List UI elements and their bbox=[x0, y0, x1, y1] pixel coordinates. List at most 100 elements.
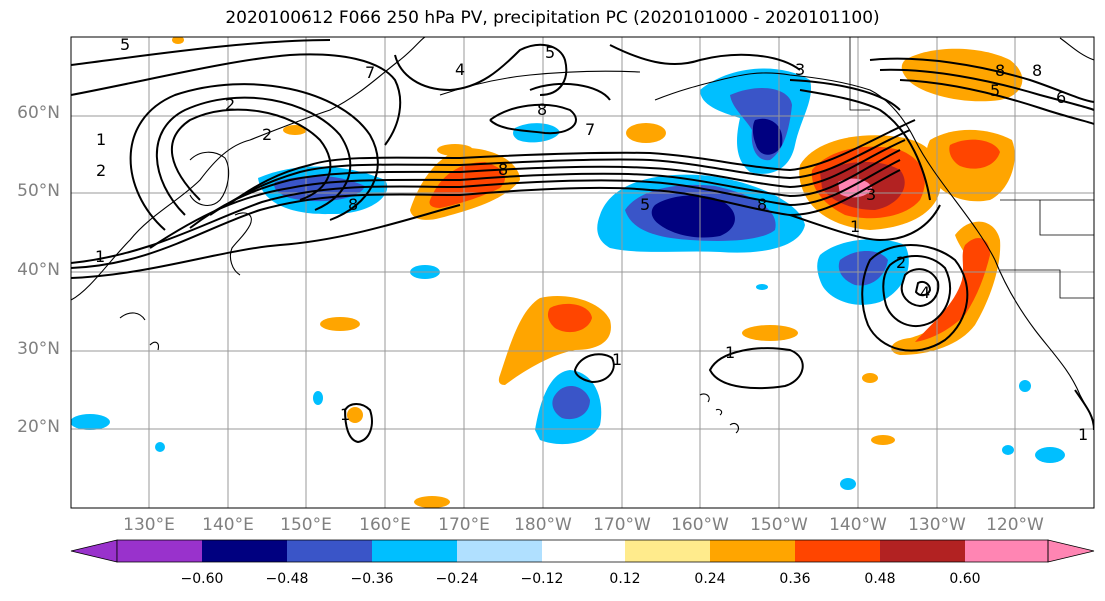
neg-patch bbox=[1019, 380, 1031, 392]
neg-patch bbox=[313, 391, 323, 405]
contour-label: 4 bbox=[455, 60, 465, 79]
colorbar-tick: 0.24 bbox=[694, 571, 726, 587]
pos-patch bbox=[320, 317, 360, 331]
contour-label: 1 bbox=[340, 405, 350, 424]
colorbar-tick: 0.48 bbox=[864, 571, 896, 587]
contour-label: 5 bbox=[120, 35, 130, 54]
lon-label: 160°E bbox=[359, 515, 411, 535]
neg-patch bbox=[172, 37, 184, 44]
lon-label: 150°E bbox=[280, 515, 332, 535]
colorbar-tick: 0.60 bbox=[949, 571, 981, 587]
pos-anomaly-bc-core bbox=[949, 139, 1000, 169]
contour-label: 3 bbox=[866, 185, 876, 204]
contour-label: 8 bbox=[757, 195, 767, 214]
contour-label: 1 bbox=[725, 343, 735, 362]
contour-label: 3 bbox=[795, 60, 805, 79]
contour-label: 4 bbox=[920, 283, 930, 302]
lat-label: 20°N bbox=[17, 417, 60, 437]
colorbar-bin bbox=[880, 540, 965, 562]
contour-labels: 5 5 4 7 2 2 1 2 8 8 8 7 3 8 5 8 1 3 8 5 … bbox=[95, 35, 1088, 444]
lon-label: 120°W bbox=[986, 515, 1044, 535]
contour-label: 5 bbox=[545, 43, 555, 62]
neg-patch bbox=[840, 478, 856, 490]
pos-patch bbox=[347, 407, 363, 423]
contour-label: 8 bbox=[995, 61, 1005, 80]
lat-label: 40°N bbox=[17, 260, 60, 280]
colorbar-extend-left bbox=[70, 539, 118, 563]
colorbar-bin bbox=[710, 540, 795, 562]
contour-label: 2 bbox=[225, 95, 235, 114]
pos-anomaly-170e-core bbox=[429, 162, 505, 208]
colorbar-bin bbox=[287, 540, 372, 562]
colorbar-bin bbox=[965, 540, 1048, 562]
figure-title: 2020100612 F066 250 hPa PV, precipitatio… bbox=[225, 8, 880, 28]
neg-patch bbox=[71, 414, 110, 430]
neg-patch bbox=[155, 442, 165, 452]
lon-label: 170°E bbox=[438, 515, 490, 535]
lat-label: 50°N bbox=[17, 181, 60, 201]
lon-label: 180°W bbox=[514, 515, 572, 535]
neg-anomaly-central-core bbox=[651, 195, 735, 238]
lon-label: 140°E bbox=[202, 515, 254, 535]
contour-label: 5 bbox=[990, 81, 1000, 100]
neg-anomaly-offca-core bbox=[838, 251, 888, 286]
lon-label: 150°W bbox=[750, 515, 808, 535]
colorbar-outline bbox=[116, 539, 1049, 563]
lon-label: 170°W bbox=[593, 515, 651, 535]
lat-label: 30°N bbox=[17, 339, 60, 359]
contour-label: 1 bbox=[96, 130, 106, 149]
lat-label: 60°N bbox=[17, 103, 60, 123]
contour-label: 2 bbox=[96, 161, 106, 180]
contour-label: 8 bbox=[348, 195, 358, 214]
colorbar-bin bbox=[542, 540, 625, 562]
colorbar-bin bbox=[625, 540, 710, 562]
map-frame bbox=[70, 36, 1095, 509]
colorbar-tick: 0.36 bbox=[779, 571, 811, 587]
contour-label: 1 bbox=[95, 247, 105, 266]
contour-label: 1 bbox=[850, 217, 860, 236]
colorbar-bin bbox=[457, 540, 542, 562]
neg-patch bbox=[756, 284, 768, 290]
contour-label: 8 bbox=[537, 100, 547, 119]
neg-anomaly-20n-core bbox=[552, 385, 590, 420]
pos-anomaly-ne bbox=[901, 48, 1023, 102]
colorbar-bin bbox=[372, 540, 457, 562]
pos-patch bbox=[871, 435, 895, 445]
lon-label: 130°E bbox=[123, 515, 175, 535]
pos-patch bbox=[414, 496, 450, 508]
contour-label: 5 bbox=[640, 195, 650, 214]
lon-label: 140°W bbox=[829, 515, 887, 535]
neg-patch bbox=[1035, 447, 1065, 463]
borders bbox=[849, 37, 1094, 299]
pos-patch bbox=[437, 144, 473, 156]
pv-contours bbox=[71, 39, 1094, 444]
contour-label: 1 bbox=[612, 350, 622, 369]
pos-patch bbox=[283, 125, 307, 135]
colorbar-bin bbox=[795, 540, 880, 562]
contour-label: 8 bbox=[1032, 61, 1042, 80]
colorbar-tick: −0.24 bbox=[435, 571, 479, 587]
pos-anomaly-subtrop-core bbox=[547, 303, 592, 333]
colorbar-extend-right bbox=[1047, 539, 1095, 563]
pos-patch bbox=[742, 325, 798, 341]
colorbar-tick: −0.36 bbox=[350, 571, 394, 587]
colorbar-bin bbox=[117, 540, 202, 562]
colorbar bbox=[70, 539, 1095, 563]
neg-patch bbox=[1002, 445, 1014, 455]
contour-label: 7 bbox=[365, 63, 375, 82]
contour-label: 1 bbox=[1078, 425, 1088, 444]
contour-label: 6 bbox=[1056, 88, 1066, 107]
colorbar-bin bbox=[202, 540, 287, 562]
colorbar-tick: −0.12 bbox=[520, 571, 564, 587]
colorbar-tick: −0.60 bbox=[180, 571, 224, 587]
contour-label: 2 bbox=[262, 125, 272, 144]
contour-label: 2 bbox=[896, 253, 906, 272]
pos-patch bbox=[862, 373, 878, 383]
lon-label: 130°W bbox=[908, 515, 966, 535]
contour-label: 7 bbox=[585, 120, 595, 139]
lon-label: 160°W bbox=[671, 515, 729, 535]
colorbar-tick: 0.12 bbox=[609, 571, 641, 587]
contour-label: 8 bbox=[498, 160, 508, 179]
pos-anomaly-ca-core bbox=[915, 237, 990, 342]
